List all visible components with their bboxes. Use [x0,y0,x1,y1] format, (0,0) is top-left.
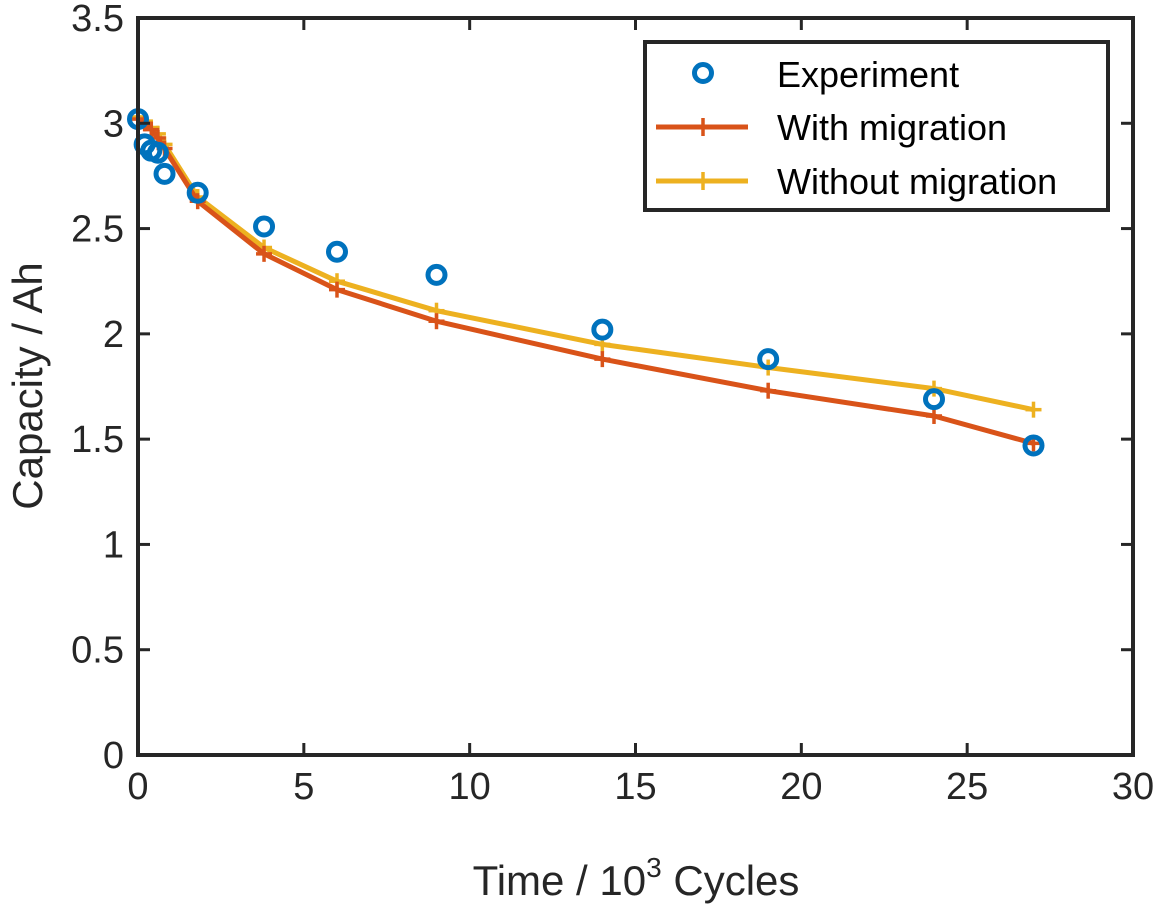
y-tick-label: 3 [103,103,124,145]
data-point-experiment [1022,434,1045,457]
series-layer [127,108,1045,457]
legend-marker-with-migration [694,118,712,136]
x-axis-label-suffix: Cycles [662,857,800,904]
legend-label-with-migration: With migration [777,107,1007,148]
x-tick-label: 20 [780,766,822,808]
data-point-experiment [757,348,780,371]
data-point-experiment [253,215,276,238]
x-axis-label-superscript: 3 [646,852,662,883]
y-tick-label: 2.5 [71,209,124,251]
data-point-without-migration [1025,401,1042,418]
y-tick-label: 1.5 [71,419,124,461]
data-point-with-migration [256,245,273,262]
data-point-experiment [186,181,209,204]
data-point-with-migration [143,121,160,138]
series-experiment [127,108,1045,457]
x-tick-label: 30 [1112,766,1154,808]
x-tick-label: 15 [614,766,656,808]
ticks-layer [136,16,1135,757]
x-axis-label: Time / 103 Cycles [473,852,800,904]
data-point-with-migration [926,407,942,424]
y-axis-label: Capacity / Ah [4,262,51,509]
x-tick-label: 25 [946,766,988,808]
data-point-with-migration [329,281,345,298]
data-point-experiment [591,318,614,341]
data-point-with-migration [760,382,777,399]
x-tick-label: 5 [293,766,314,808]
x-axis-label-prefix: Time / 10 [473,857,647,904]
tick-labels-layer: 0 5 10 15 20 25 30 0 0.5 1 1.5 2 2.5 3 3.5 [71,0,1154,808]
y-tick-label: 0.5 [71,630,124,672]
legend-label-without-migration: Without migration [777,161,1057,202]
legend: Experiment With migration Without migrat… [643,40,1110,212]
y-tick-label: 1 [103,524,124,566]
legend-label-experiment: Experiment [777,54,959,95]
data-point-experiment [425,263,448,286]
data-point-experiment [153,162,176,185]
data-point-experiment [326,240,348,263]
data-point-with-migration [594,351,611,368]
y-tick-label: 3.5 [71,0,124,40]
y-tick-label: 0 [103,735,124,777]
legend-marker-experiment [692,62,714,84]
data-point-experiment [146,141,169,164]
legend-marker-without-migration [694,172,712,190]
y-tick-label: 2 [103,314,124,356]
x-tick-label: 10 [449,766,491,808]
x-tick-label: 0 [127,766,148,808]
data-point-experiment [923,388,945,411]
data-point-with-migration [428,313,445,330]
